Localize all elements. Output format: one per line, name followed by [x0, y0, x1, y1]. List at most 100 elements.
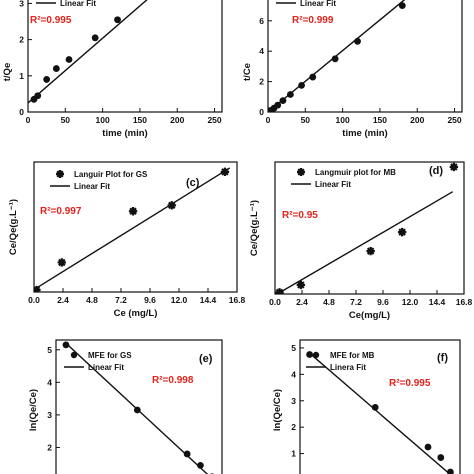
panel-letter: (f) — [437, 352, 448, 364]
plot-frame — [55, 339, 223, 474]
x-tick-label: 200 — [170, 115, 184, 125]
panel-f: 1 2 3 4 5 ln(Qe/Ce) MFE for MB Linera Fit (f) R²=… — [272, 339, 461, 474]
y-tick-label: 2 — [47, 442, 52, 452]
y-tick-label: 0 — [19, 107, 24, 117]
x-tick-label: 4.8 — [323, 297, 335, 307]
y-axis-label: ln(Qe/Ce) — [272, 389, 283, 431]
x-tick-label: 200 — [410, 115, 424, 125]
panel-letter: (e) — [199, 353, 213, 365]
x-tick-label: 250 — [447, 115, 461, 125]
x-axis-label: time (min) — [342, 128, 387, 139]
x-tick-label: 0 — [26, 115, 31, 125]
x-tick-label: 9.6 — [377, 297, 389, 307]
marks — [28, 0, 148, 104]
data-point — [183, 450, 191, 458]
data-point — [220, 167, 230, 177]
data-point — [449, 162, 459, 172]
data-point — [279, 97, 287, 104]
data-point — [366, 246, 375, 256]
y-axis-label: Ce/Qe(g.L⁻¹) — [249, 200, 260, 256]
data-point — [298, 82, 305, 89]
x-tick-label: 14.4 — [429, 297, 446, 307]
y-tick-label: 4 — [259, 46, 264, 56]
plot-frame — [274, 161, 465, 295]
legend-label: MFE for GS — [88, 351, 132, 360]
data-point — [274, 101, 282, 109]
r-squared-annotation: R²=0.997 — [40, 206, 82, 217]
legend-label: Languir Plot for GS — [74, 170, 148, 179]
legend-circle-symbol — [312, 351, 320, 359]
legend-star-symbol — [56, 170, 64, 178]
fit-line — [36, 167, 231, 289]
fit-line — [276, 191, 454, 294]
plot-frame — [299, 339, 461, 474]
plot-frame — [27, 0, 223, 113]
x-tick-label: 9.6 — [144, 295, 156, 305]
marks — [306, 351, 454, 474]
legend-label: Linear Fit — [74, 182, 110, 191]
x-tick-label: 250 — [207, 115, 221, 125]
legend-star-symbol — [297, 168, 305, 176]
data-point — [128, 207, 138, 216]
x-tick-label: 150 — [373, 115, 387, 125]
data-point — [197, 461, 204, 469]
r-squared-annotation: R²=0.995 — [30, 15, 72, 26]
data-point — [133, 406, 141, 414]
data-point — [167, 201, 176, 210]
panel-e: 2 3 4 5 ln(Qe/Ce) MFE for GS Linear Fit (e) R²=0… — [28, 339, 223, 474]
data-point — [354, 37, 361, 45]
y-axis-label: Ce/Qe(g.L⁻¹) — [8, 199, 19, 255]
x-tick-label: 0.0 — [269, 297, 281, 307]
y-axis-label: ln(Qe/Ce) — [28, 389, 39, 431]
data-point — [286, 91, 294, 98]
x-axis-label: Ce (mg/L) — [114, 308, 158, 319]
x-tick-label: 7.2 — [350, 297, 362, 307]
data-point — [447, 468, 454, 474]
legend-label: Langmuir plot for MB — [315, 168, 396, 177]
x-tick-label: 150 — [133, 115, 147, 125]
panel-b: 0 50 100 150 200 250 0 2 4 6 time (min) t/Ce Linear … — [242, 0, 463, 139]
legend-label: Linear Fit — [315, 180, 351, 189]
legend-label: Linear Fit — [88, 363, 124, 372]
panel-d: 0.0 2.4 4.8 7.2 9.6 12.0 14.4 16.8 Ce(mg/L) Ce/Qe… — [249, 161, 473, 321]
data-point — [437, 454, 445, 461]
fit-line — [65, 342, 209, 474]
fit-line — [28, 0, 148, 104]
data-point — [309, 73, 317, 81]
legend-label: Linera Fit — [330, 363, 366, 372]
marks — [268, 0, 406, 112]
r-squared-annotation: R²=0.999 — [292, 15, 334, 26]
y-tick-label: 2 — [19, 35, 24, 45]
x-tick-label: 50 — [301, 115, 311, 125]
x-tick-label: 100 — [336, 115, 350, 125]
x-axis-label: time (min) — [102, 128, 147, 139]
data-point — [275, 288, 284, 294]
y-tick-label: 5 — [47, 345, 52, 355]
x-tick-label: 16.8 — [456, 297, 473, 307]
y-tick-label: 4 — [291, 369, 296, 379]
x-axis-label: Ce(mg/L) — [349, 310, 390, 321]
data-point — [397, 227, 407, 237]
data-point — [52, 65, 60, 72]
panel-a: 0 50 100 150 200 250 0 1 2 3 time (min) t/Qe Linear … — [2, 0, 223, 139]
y-tick-label: 4 — [47, 377, 52, 387]
y-tick-label: 2 — [259, 77, 264, 87]
r-squared-annotation: R²=0.998 — [152, 375, 194, 386]
data-point — [424, 443, 432, 451]
data-point — [331, 55, 339, 63]
legend-label: MFE for MB — [330, 351, 375, 360]
y-axis-label: t/Ce — [242, 63, 253, 81]
data-point — [34, 285, 41, 292]
x-tick-label: 7.2 — [115, 295, 127, 305]
x-tick-label: 100 — [96, 115, 110, 125]
y-axis-label: t/Qe — [2, 63, 13, 81]
fit-line — [309, 352, 451, 474]
data-point — [43, 76, 51, 83]
y-tick-label: 3 — [291, 396, 296, 406]
y-tick-label: 6 — [259, 16, 264, 26]
plot-frame — [33, 161, 238, 293]
marks — [34, 167, 231, 292]
legend-label: Linear Fit — [300, 0, 336, 8]
panel-letter: (d) — [429, 165, 443, 177]
y-tick-label: 1 — [291, 449, 296, 459]
